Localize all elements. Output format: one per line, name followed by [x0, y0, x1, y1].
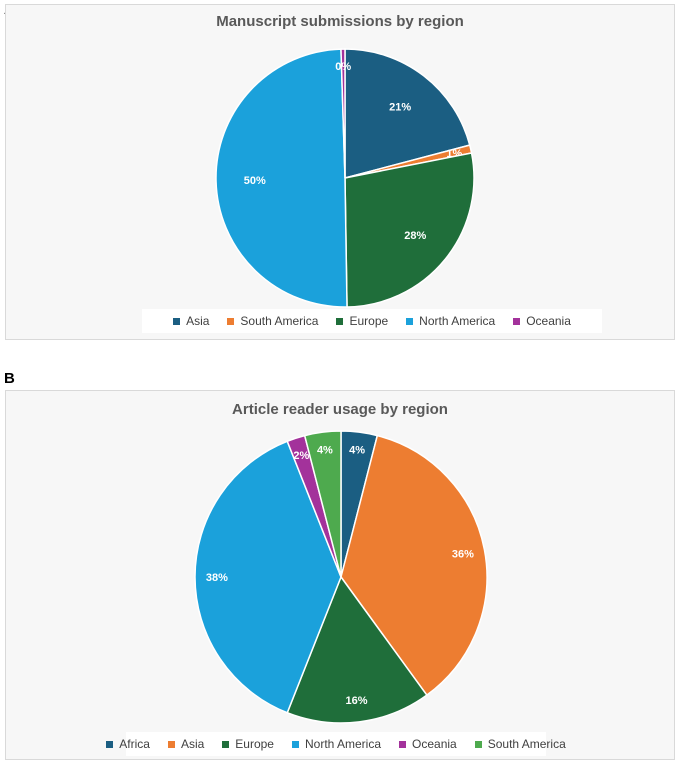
- chart-b-legend-swatch-north-america: [291, 740, 299, 748]
- chart-a-legend-item-asia: Asia: [173, 314, 209, 328]
- chart-a-label-europe: 28%: [404, 230, 426, 242]
- chart-a-legend-label-south-america: South America: [240, 314, 319, 328]
- chart-a-slice-north-america: [215, 48, 348, 308]
- chart-b-label-africa: 4%: [349, 445, 365, 457]
- chart-b-legend-item-north-america: North America: [291, 737, 382, 751]
- chart-b-legend-label-south-america: South America: [487, 737, 566, 751]
- chart-b-legend-swatch-europe: [222, 740, 230, 748]
- chart-b-legend-label-africa: Africa: [119, 737, 150, 751]
- chart-a-legend-swatch-oceania: [513, 317, 521, 325]
- chart-a-pie: 21%1%28%50%0%: [215, 48, 475, 308]
- chart-b-label-europe: 16%: [346, 695, 368, 707]
- chart-a-legend-swatch-europe: [336, 317, 344, 325]
- chart-b-legend-item-europe: Europe: [222, 737, 274, 751]
- panel-b-letter: B: [4, 370, 15, 387]
- chart-b-slice-north-america: [194, 440, 342, 714]
- chart-b-legend-label-europe: Europe: [235, 737, 274, 751]
- chart-a-legend-label-asia: Asia: [186, 314, 210, 328]
- chart-b-legend-swatch-asia: [167, 740, 175, 748]
- chart-b-legend-item-south-america: South America: [474, 737, 566, 751]
- chart-a-legend-label-europe: Europe: [349, 314, 389, 328]
- chart-a-legend: Asia South America Europe North America Ocea…: [142, 309, 602, 333]
- chart-b-label-asia: 36%: [452, 549, 474, 561]
- chart-b-label-south-america: 4%: [317, 445, 333, 457]
- chart-b-legend-item-oceania: Oceania: [399, 737, 457, 751]
- chart-a-legend-item-north-america: North America: [406, 314, 495, 328]
- chart-b-legend-label-north-america: North America: [304, 737, 382, 751]
- chart-b-title: Article reader usage by region: [232, 401, 448, 418]
- chart-a-slice-oceania: [340, 48, 346, 179]
- chart-a-legend-swatch-south-america: [227, 317, 235, 325]
- chart-a-label-oceania: 0%: [335, 61, 351, 73]
- chart-a-legend-swatch-north-america: [406, 317, 414, 325]
- chart-a-legend-item-oceania: Oceania: [513, 314, 571, 328]
- chart-a-slice-europe: [344, 152, 475, 308]
- chart-b-legend-label-oceania: Oceania: [412, 737, 457, 751]
- chart-b-legend-item-africa: Africa: [106, 737, 150, 751]
- chart-b-pie: 4% 36% 16% 38% 2% 4%: [194, 430, 488, 724]
- chart-a-label-north-america: 50%: [244, 175, 266, 187]
- chart-b-label-north-america: 38%: [206, 572, 228, 584]
- chart-a-legend-item-south-america: South America: [227, 314, 318, 328]
- chart-b-legend-label-asia: Asia: [180, 737, 205, 751]
- chart-a-legend-item-europe: Europe: [336, 314, 388, 328]
- chart-b-container: Article reader usage by region 4% 36% 16% 3…: [5, 390, 675, 760]
- chart-a-legend-label-oceania: Oceania: [526, 314, 571, 328]
- chart-b-legend: Africa Asia Europe North America Oceania Sout…: [106, 732, 566, 756]
- chart-b-slice-south-america: [303, 430, 342, 578]
- chart-b-legend-item-asia: Asia: [167, 737, 205, 751]
- chart-a-label-asia: 21%: [389, 101, 411, 113]
- chart-a-title: Manuscript submissions by region: [216, 13, 464, 30]
- chart-a-slice-asia: [344, 48, 471, 179]
- chart-a-container: Manuscript submissions by region 21% 1% 28…: [5, 4, 675, 340]
- chart-b-legend-swatch-south-america: [474, 740, 482, 748]
- chart-b-slice-asia: [340, 434, 488, 697]
- chart-a-legend-swatch-asia: [173, 317, 181, 325]
- chart-b-label-oceania: 2%: [293, 450, 309, 462]
- chart-b-legend-swatch-africa: [106, 740, 114, 748]
- chart-b-legend-swatch-oceania: [399, 740, 407, 748]
- chart-b-slice-europe: [286, 575, 428, 724]
- chart-a-legend-label-north-america: North America: [419, 314, 496, 328]
